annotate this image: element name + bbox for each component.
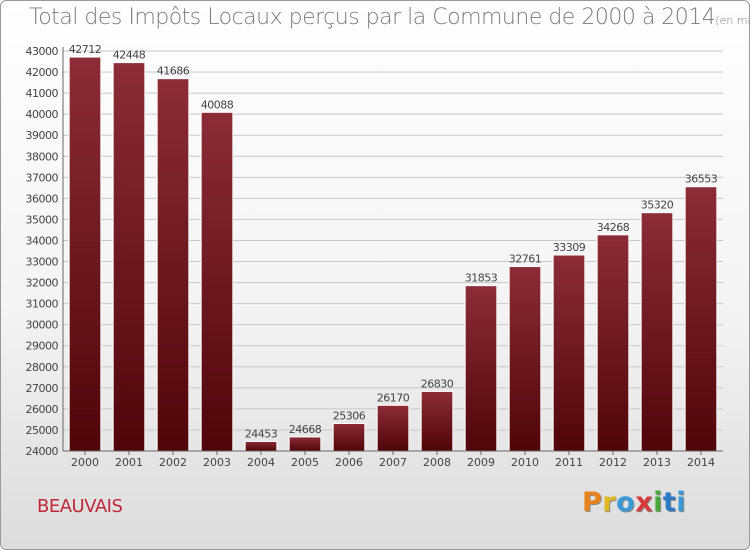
value-label: 26830: [421, 377, 454, 390]
y-tick-label: 39000: [26, 129, 59, 142]
chart-unit: (en milliers d'€): [715, 14, 750, 27]
y-tick-label: 38000: [26, 150, 59, 163]
logo-letter: x: [635, 487, 654, 518]
chart-title-text: Total des Impôts Locaux perçus par la Co…: [29, 5, 716, 30]
logo-letter: o: [616, 487, 636, 518]
y-tick-label: 25000: [26, 424, 59, 437]
bar-2010: [508, 266, 542, 452]
y-tick-label: 27000: [26, 382, 59, 395]
y-tick-label: 26000: [26, 403, 59, 416]
y-tick-label: 33000: [26, 256, 59, 269]
x-tick-label: 2000: [71, 456, 99, 469]
y-tick-label: 30000: [26, 319, 59, 332]
x-tick-label: 2010: [511, 456, 539, 469]
x-tick-label: 2014: [687, 456, 715, 469]
x-tick-label: 2007: [379, 456, 407, 469]
x-tick-label: 2005: [291, 456, 319, 469]
value-label: 34268: [597, 221, 630, 234]
y-tick-label: 37000: [26, 171, 59, 184]
bar-2003: [200, 111, 234, 452]
y-tick-label: 36000: [26, 192, 59, 205]
bar-2009: [464, 285, 498, 452]
x-axis-ticks: 2000 2001 2002 2003 2004 2005 2006 2007 2008 2009…: [71, 451, 715, 469]
value-labels: 42712 42448 41686 40088 24453 24668 25306 26170…: [69, 43, 718, 440]
y-tick-label: 24000: [26, 445, 59, 458]
bar-2005: [288, 436, 322, 452]
proxiti-logo[interactable]: Proxiti: [582, 487, 686, 518]
logo-letter: i: [676, 487, 687, 518]
value-label: 42712: [69, 43, 102, 56]
y-axis-ticks: 24000 25000 26000 27000 28000 29000 30000 31000…: [26, 45, 59, 458]
x-tick-label: 2006: [335, 456, 363, 469]
y-tick-label: 29000: [26, 340, 59, 353]
value-label: 40088: [201, 98, 234, 111]
commune-name: BEAUVAIS: [37, 496, 123, 517]
bar-2008: [420, 390, 454, 452]
x-tick-label: 2003: [203, 456, 231, 469]
bar-2007: [376, 404, 410, 452]
x-tick-label: 2008: [423, 456, 451, 469]
y-tick-label: 35000: [26, 213, 59, 226]
logo-letter: P: [582, 487, 603, 518]
logo-letter: t: [662, 487, 677, 518]
y-tick-label: 31000: [26, 298, 59, 311]
value-label: 36553: [685, 173, 718, 186]
bar-2014: [684, 186, 718, 452]
y-tick-label: 41000: [26, 87, 59, 100]
bar-2011: [552, 254, 586, 452]
x-tick-label: 2009: [467, 456, 495, 469]
value-label: 35320: [641, 199, 674, 212]
bar-2013: [640, 212, 674, 452]
chart-title: Total des Impôts Locaux perçus par la Co…: [29, 5, 750, 30]
x-tick-label: 2012: [599, 456, 627, 469]
bar-2001: [112, 62, 146, 452]
y-tick-label: 28000: [26, 361, 59, 374]
bar-2002: [156, 78, 190, 452]
logo-letter: r: [602, 487, 617, 518]
y-tick-label: 43000: [26, 45, 59, 58]
x-tick-label: 2002: [159, 456, 187, 469]
x-tick-label: 2011: [555, 456, 583, 469]
value-label: 24668: [289, 423, 322, 436]
bars: [68, 56, 718, 452]
bar-2004: [244, 440, 278, 452]
y-tick-label: 34000: [26, 234, 59, 247]
bar-2000: [68, 56, 102, 452]
x-tick-label: 2004: [247, 456, 275, 469]
y-tick-label: 32000: [26, 277, 59, 290]
logo-letter: i: [653, 487, 663, 518]
value-label: 32761: [509, 253, 542, 266]
value-label: 24453: [245, 427, 278, 440]
value-label: 31853: [465, 272, 498, 285]
x-tick-label: 2001: [115, 456, 143, 469]
value-label: 41686: [157, 65, 190, 78]
y-tick-label: 42000: [26, 66, 59, 79]
y-tick-label: 40000: [26, 108, 59, 121]
axes: [62, 47, 723, 452]
x-tick-label: 2013: [643, 456, 671, 469]
value-label: 33309: [553, 241, 586, 254]
value-label: 42448: [113, 49, 146, 62]
bar-2012: [596, 234, 630, 452]
value-label: 25306: [333, 410, 366, 423]
value-label: 26170: [377, 391, 410, 404]
bar-2006: [332, 423, 366, 452]
